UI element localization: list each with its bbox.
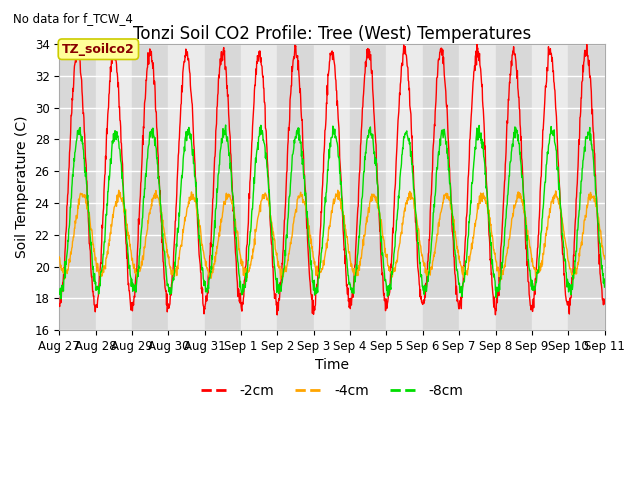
-8cm <box>164 281 172 287</box>
-8cm <box>56 290 63 296</box>
-8cm <box>488 257 496 263</box>
-2cm <box>163 309 171 315</box>
-8cm <box>177 185 185 191</box>
-4cm <box>237 256 245 262</box>
Text: TZ_soilco2: TZ_soilco2 <box>62 43 135 56</box>
Bar <box>350 44 387 330</box>
-2cm <box>177 111 184 117</box>
Bar <box>495 44 532 330</box>
Legend: -2cm, -4cm, -8cm: -2cm, -4cm, -8cm <box>195 378 469 403</box>
-4cm <box>56 254 63 260</box>
-4cm <box>488 234 496 240</box>
-2cm <box>237 307 245 312</box>
-8cm <box>601 284 609 290</box>
-2cm <box>56 301 63 307</box>
-2cm <box>473 41 481 47</box>
-4cm <box>417 243 424 249</box>
-4cm <box>537 267 545 273</box>
Bar <box>459 44 495 330</box>
Line: -4cm: -4cm <box>60 190 605 279</box>
-8cm <box>222 122 230 128</box>
Bar <box>60 44 95 330</box>
Bar <box>132 44 168 330</box>
Bar <box>423 44 459 330</box>
-2cm <box>537 181 545 187</box>
Line: -2cm: -2cm <box>60 44 605 315</box>
Bar <box>387 44 423 330</box>
Bar <box>605 44 640 330</box>
-4cm <box>177 243 184 249</box>
Bar <box>95 44 132 330</box>
Title: Tonzi Soil CO2 Profile: Tree (West) Temperatures: Tonzi Soil CO2 Profile: Tree (West) Temp… <box>132 24 531 43</box>
-2cm <box>488 285 496 291</box>
X-axis label: Time: Time <box>315 359 349 372</box>
Bar <box>277 44 314 330</box>
-8cm <box>239 291 246 297</box>
-4cm <box>498 276 506 282</box>
-8cm <box>57 296 65 302</box>
-2cm <box>601 300 609 306</box>
Line: -8cm: -8cm <box>60 125 605 299</box>
Bar <box>568 44 605 330</box>
Bar <box>241 44 277 330</box>
-2cm <box>273 312 281 318</box>
Text: No data for f_TCW_4: No data for f_TCW_4 <box>13 12 132 25</box>
-4cm <box>334 187 342 193</box>
Bar <box>314 44 350 330</box>
Y-axis label: Soil Temperature (C): Soil Temperature (C) <box>15 116 29 258</box>
Bar <box>168 44 205 330</box>
Bar <box>205 44 241 330</box>
-4cm <box>601 256 609 262</box>
-8cm <box>537 240 545 245</box>
Bar <box>532 44 568 330</box>
-8cm <box>417 274 425 280</box>
-2cm <box>417 296 424 302</box>
-4cm <box>163 247 171 252</box>
